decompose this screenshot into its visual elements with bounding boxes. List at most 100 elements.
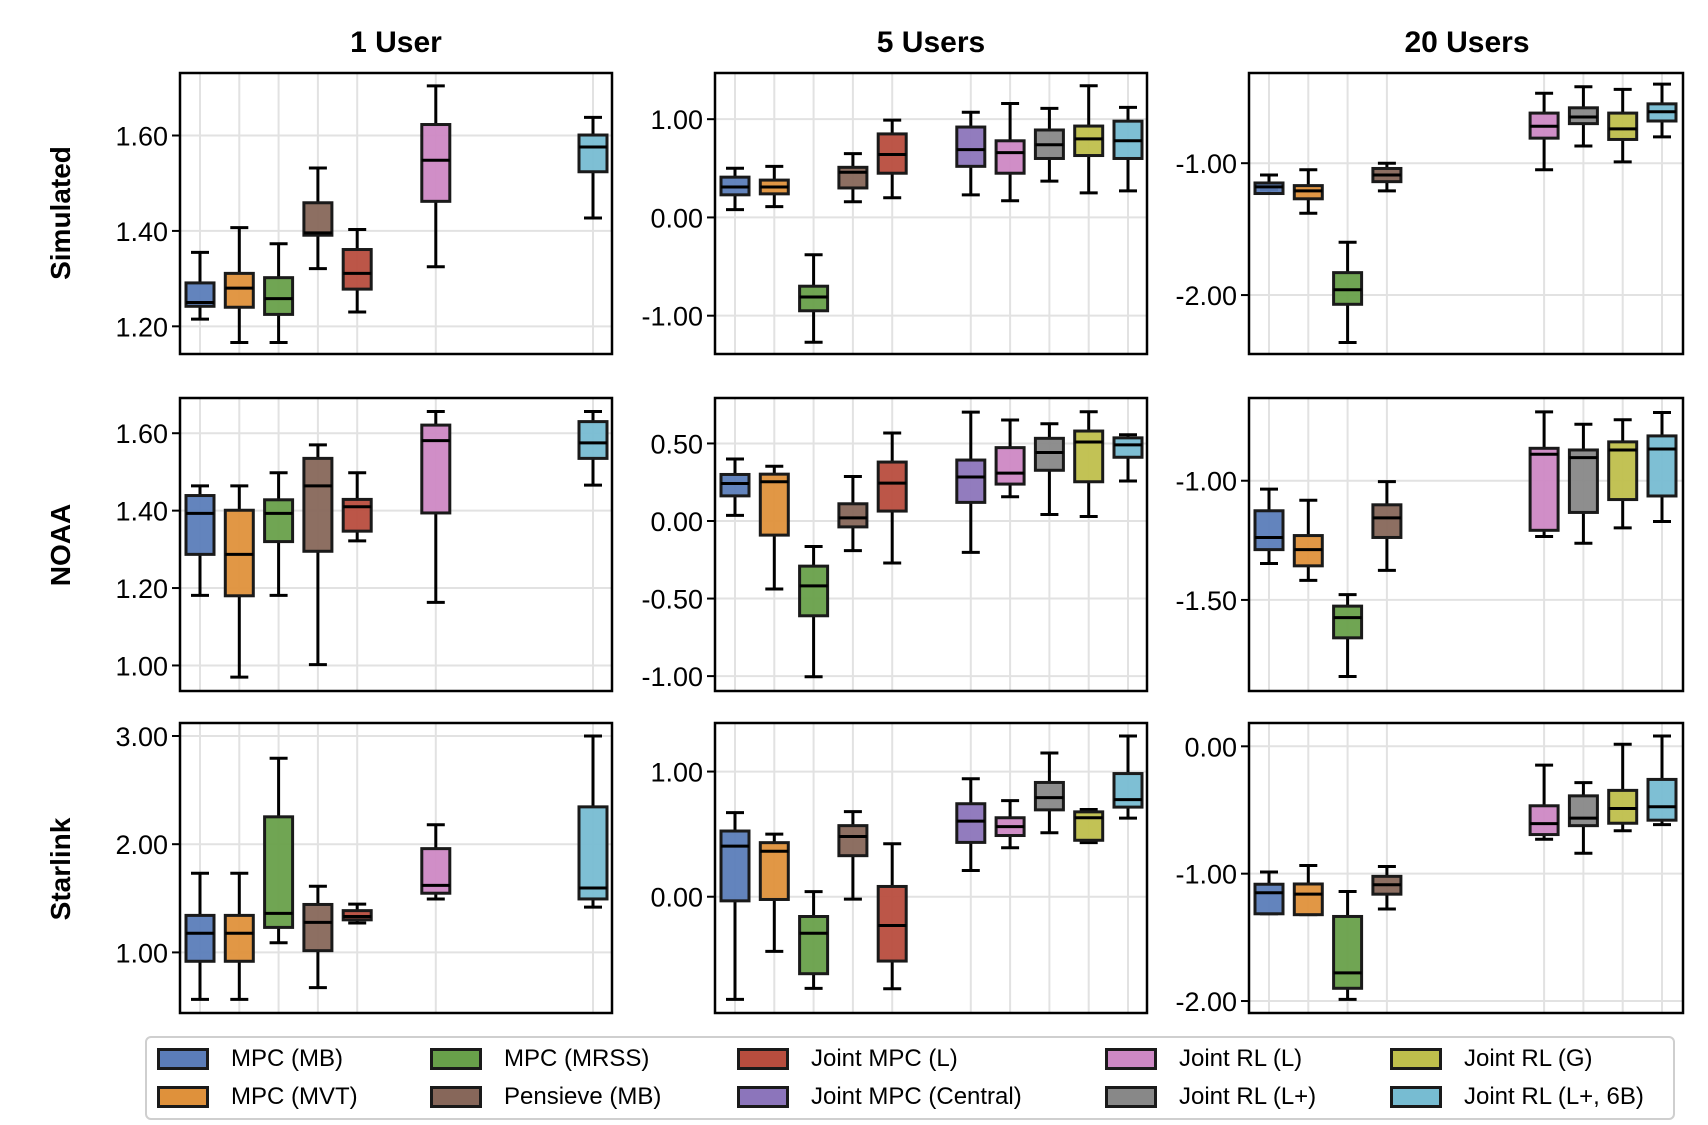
box-pensieve-mb bbox=[837, 474, 869, 553]
box-joint-rl-lplus-6b bbox=[577, 410, 609, 487]
box-mpc-mrss bbox=[1332, 593, 1364, 678]
box-mpc-mvt bbox=[223, 871, 255, 1001]
y-tick-label: -1.50 bbox=[1175, 586, 1237, 616]
y-tick-label: 1.20 bbox=[115, 574, 168, 604]
axes-frame bbox=[178, 71, 614, 356]
legend-swatch bbox=[1105, 1086, 1157, 1108]
y-tick-label: -1.00 bbox=[1175, 467, 1237, 497]
box-iqr bbox=[184, 281, 216, 308]
column-titles: 1 User 5 Users 20 Users bbox=[350, 26, 1529, 59]
legend-swatch bbox=[1390, 1086, 1442, 1108]
box-iqr bbox=[1112, 436, 1144, 459]
box-mpc-mb bbox=[719, 166, 751, 212]
box-mpc-mb bbox=[1253, 487, 1285, 565]
box-iqr bbox=[1112, 772, 1144, 809]
legend-item-joint-rl-g: Joint RL (G) bbox=[1390, 1041, 1592, 1077]
legend-swatch bbox=[430, 1048, 482, 1070]
legend-label: MPC (MVT) bbox=[231, 1083, 358, 1110]
panel-simulated-20-users: -2.00 -1.00 bbox=[1175, 71, 1685, 356]
box-joint-mpc-l bbox=[876, 118, 908, 200]
box-iqr bbox=[955, 802, 987, 844]
legend-item-joint-rl-lplus: Joint RL (L+) bbox=[1105, 1079, 1316, 1115]
legend-item-joint-rl-lplus-6b: Joint RL (L+, 6B) bbox=[1390, 1079, 1644, 1115]
box-iqr bbox=[577, 133, 609, 174]
legend-item-joint-mpc-l: Joint MPC (L) bbox=[737, 1041, 958, 1077]
axes-frame bbox=[713, 721, 1149, 1015]
box-iqr bbox=[1073, 124, 1105, 158]
box-iqr bbox=[263, 276, 295, 316]
legend-label: Joint RL (L+, 6B) bbox=[1464, 1083, 1644, 1110]
box-mpc-mb bbox=[1253, 173, 1285, 196]
box-mpc-mrss bbox=[1332, 889, 1364, 1001]
y-tick-label: 1.00 bbox=[115, 938, 168, 968]
box-iqr bbox=[876, 460, 908, 513]
box-mpc-mb bbox=[719, 811, 751, 1001]
box-joint-rl-g bbox=[1073, 84, 1105, 195]
box-mpc-mvt bbox=[223, 484, 255, 679]
box-mpc-mvt bbox=[758, 164, 790, 209]
panel-noaa-20-users: -1.50 -1.00 bbox=[1175, 396, 1685, 693]
legend-label: MPC (MB) bbox=[231, 1045, 343, 1072]
box-iqr bbox=[1567, 794, 1599, 828]
box-iqr bbox=[1371, 503, 1403, 539]
y-tick-label: -0.50 bbox=[641, 585, 703, 615]
axes-frame bbox=[1247, 396, 1685, 693]
box-pensieve-mb bbox=[1371, 865, 1403, 911]
panel-starlink-1-user: 1.00 2.00 3.00 bbox=[115, 721, 614, 1015]
y-tick-label: 0.00 bbox=[650, 883, 703, 913]
box-iqr bbox=[837, 824, 869, 858]
box-joint-mpc-l bbox=[341, 471, 373, 543]
box-joint-rl-lplus bbox=[1033, 422, 1065, 516]
box-mpc-mrss bbox=[1332, 240, 1364, 345]
box-iqr bbox=[263, 815, 295, 929]
y-tick-label: 1.00 bbox=[650, 105, 703, 135]
legend-swatch bbox=[157, 1048, 209, 1070]
box-joint-rl-lplus bbox=[1567, 781, 1599, 855]
y-tick-label: 1.00 bbox=[650, 758, 703, 788]
box-iqr bbox=[1073, 810, 1105, 842]
y-tick-label: -2.00 bbox=[1175, 281, 1237, 311]
box-iqr bbox=[1646, 777, 1678, 822]
y-tick-label: 1.40 bbox=[115, 497, 168, 527]
box-iqr bbox=[1646, 434, 1678, 498]
box-pensieve-mb bbox=[302, 884, 334, 990]
box-iqr bbox=[1332, 604, 1364, 640]
box-mpc-mrss bbox=[263, 756, 295, 945]
y-tick-label: -2.00 bbox=[1175, 987, 1237, 1017]
panel-simulated-5-users: -1.00 0.00 1.00 bbox=[641, 71, 1149, 356]
panel-simulated-1-user: 1.20 1.40 1.60 bbox=[115, 71, 614, 356]
box-mpc-mvt bbox=[1292, 864, 1324, 917]
legend: MPC (MB) MPC (MVT) MPC (MRSS) Pensieve (… bbox=[145, 1036, 1675, 1120]
box-joint-rl-lplus-6b bbox=[577, 734, 609, 909]
legend-swatch bbox=[1105, 1048, 1157, 1070]
box-joint-rl-g bbox=[1073, 410, 1105, 519]
legend-label: MPC (MRSS) bbox=[504, 1045, 650, 1072]
box-mpc-mvt bbox=[1292, 498, 1324, 582]
y-tick-label: 1.60 bbox=[115, 419, 168, 449]
y-tick-label: 1.20 bbox=[115, 312, 168, 342]
box-iqr bbox=[1528, 446, 1560, 532]
box-joint-mpc-central bbox=[955, 110, 987, 197]
box-joint-rl-l bbox=[420, 84, 452, 269]
box-joint-mpc-central bbox=[955, 410, 987, 554]
box-iqr bbox=[577, 420, 609, 460]
box-mpc-mrss bbox=[263, 242, 295, 345]
axes-frame bbox=[1247, 721, 1685, 1015]
panel-starlink-20-users: -2.00 -1.00 0.00 bbox=[1175, 721, 1685, 1017]
box-iqr bbox=[577, 805, 609, 901]
box-iqr bbox=[837, 165, 869, 190]
axes-frame bbox=[178, 396, 614, 693]
y-tick-label: 0.00 bbox=[1184, 732, 1237, 762]
legend-item-mpc-mvt: MPC (MVT) bbox=[157, 1079, 358, 1115]
box-iqr bbox=[1033, 436, 1065, 472]
axes-frame bbox=[713, 396, 1149, 693]
legend-label: Joint RL (L) bbox=[1179, 1045, 1303, 1072]
box-mpc-mvt bbox=[223, 226, 255, 345]
box-iqr bbox=[302, 201, 334, 237]
box-mpc-mrss bbox=[798, 890, 830, 990]
box-iqr bbox=[876, 884, 908, 963]
box-joint-rl-lplus-6b bbox=[1646, 411, 1678, 523]
legend-label: Pensieve (MB) bbox=[504, 1083, 662, 1110]
box-iqr bbox=[223, 271, 255, 309]
axes-frame bbox=[178, 721, 614, 1015]
